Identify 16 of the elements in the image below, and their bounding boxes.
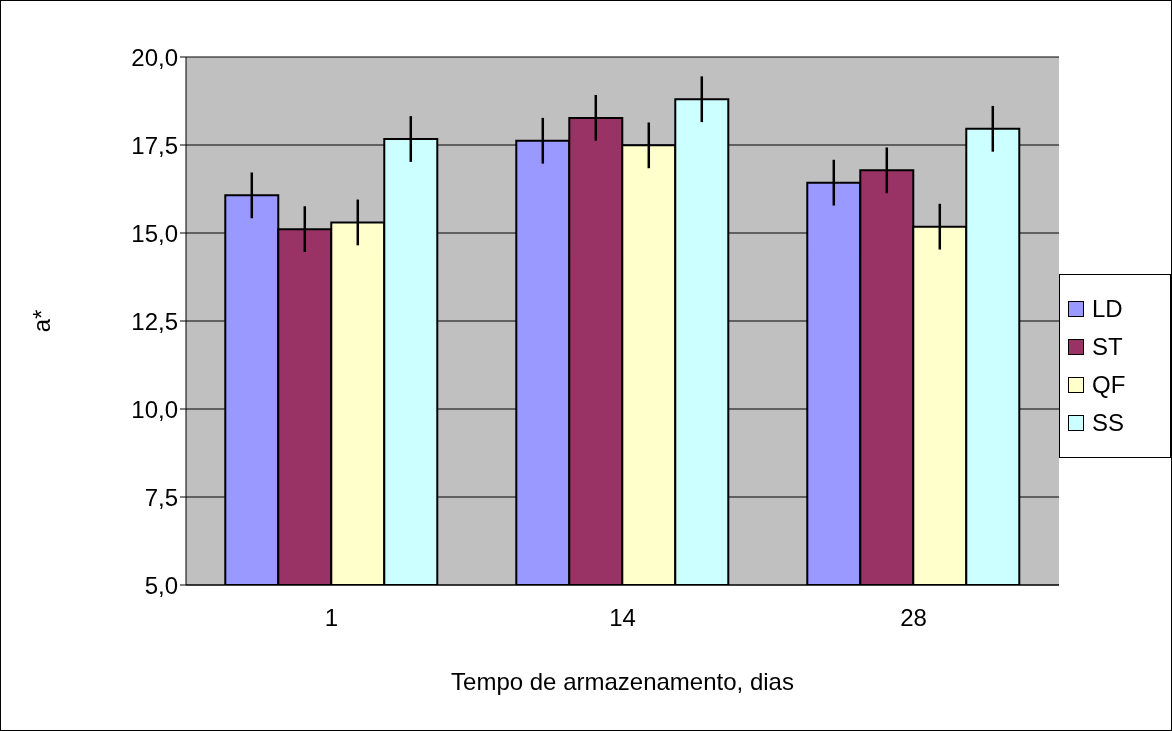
y-tick-label: 20,0 xyxy=(131,43,178,71)
x-tick-label: 28 xyxy=(900,604,927,632)
x-tick-label: 14 xyxy=(609,604,636,632)
legend-label: SS xyxy=(1092,408,1125,437)
x-axis-title: Tempo de armazenamento, dias xyxy=(451,668,794,695)
legend-label: ST xyxy=(1092,332,1123,361)
x-tick-label: 1 xyxy=(324,604,339,632)
y-axis-title: a* xyxy=(27,309,55,333)
y-tick-label: 12,5 xyxy=(131,307,178,335)
y-tick-label: 15,0 xyxy=(131,219,178,247)
y-tick-label: 5,0 xyxy=(144,571,178,599)
y-tick-label: 10,0 xyxy=(131,395,178,423)
y-tick-label: 7,5 xyxy=(144,483,178,511)
legend-label: LD xyxy=(1092,294,1123,323)
y-tick-label: 17,5 xyxy=(131,131,178,159)
legend-label: QF xyxy=(1092,370,1126,399)
